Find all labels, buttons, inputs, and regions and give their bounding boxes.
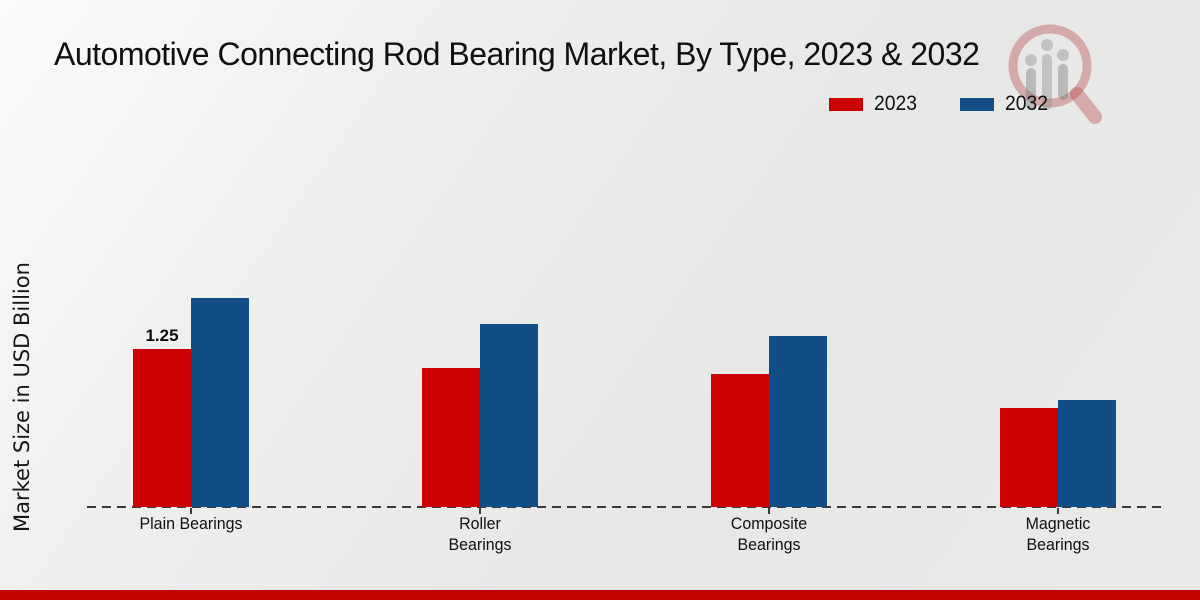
legend-item-2023: 2023: [828, 92, 921, 116]
bar-2023-plain-bearings: [133, 349, 191, 507]
category-label-plain-bearings: Plain Bearings: [139, 514, 243, 533]
bar-2032-composite-bearings: [769, 336, 827, 507]
category-label-composite-bearings: Composite Bearings: [730, 514, 808, 554]
x-axis-baseline: [87, 506, 1165, 508]
bar-2023-magnetic-bearings: [1000, 408, 1058, 507]
magnifier-bar-chart-icon: [1008, 24, 1102, 124]
footer-accent-bar: [0, 590, 1200, 600]
legend-swatch-2032: [960, 97, 995, 111]
legend-item-2032: 2032: [960, 92, 1052, 116]
bar-2032-plain-bearings: [191, 298, 249, 507]
x-axis-tick: [190, 508, 192, 514]
legend: 2023 2032: [828, 92, 1052, 116]
category-label-roller-bearings: Roller Bearings: [448, 514, 512, 554]
legend-label: 2023: [873, 92, 917, 115]
bar-2032-roller-bearings: [480, 324, 538, 507]
x-axis-tick: [1057, 508, 1059, 514]
bar-2023-roller-bearings: [422, 368, 480, 507]
legend-label: 2032: [1005, 92, 1049, 115]
bar-2023-composite-bearings: [711, 374, 769, 507]
bar-2032-magnetic-bearings: [1058, 400, 1116, 507]
legend-swatch-2023: [828, 97, 863, 111]
x-axis-tick: [768, 508, 770, 514]
y-axis-label: Market Size in USD Billion: [10, 262, 34, 532]
x-axis-tick: [479, 508, 481, 514]
bar-value-label: 1.25: [145, 326, 179, 345]
category-label-magnetic-bearings: Magnetic Bearings: [1025, 514, 1091, 554]
page-title: Automotive Connecting Rod Bearing Market…: [54, 36, 980, 72]
